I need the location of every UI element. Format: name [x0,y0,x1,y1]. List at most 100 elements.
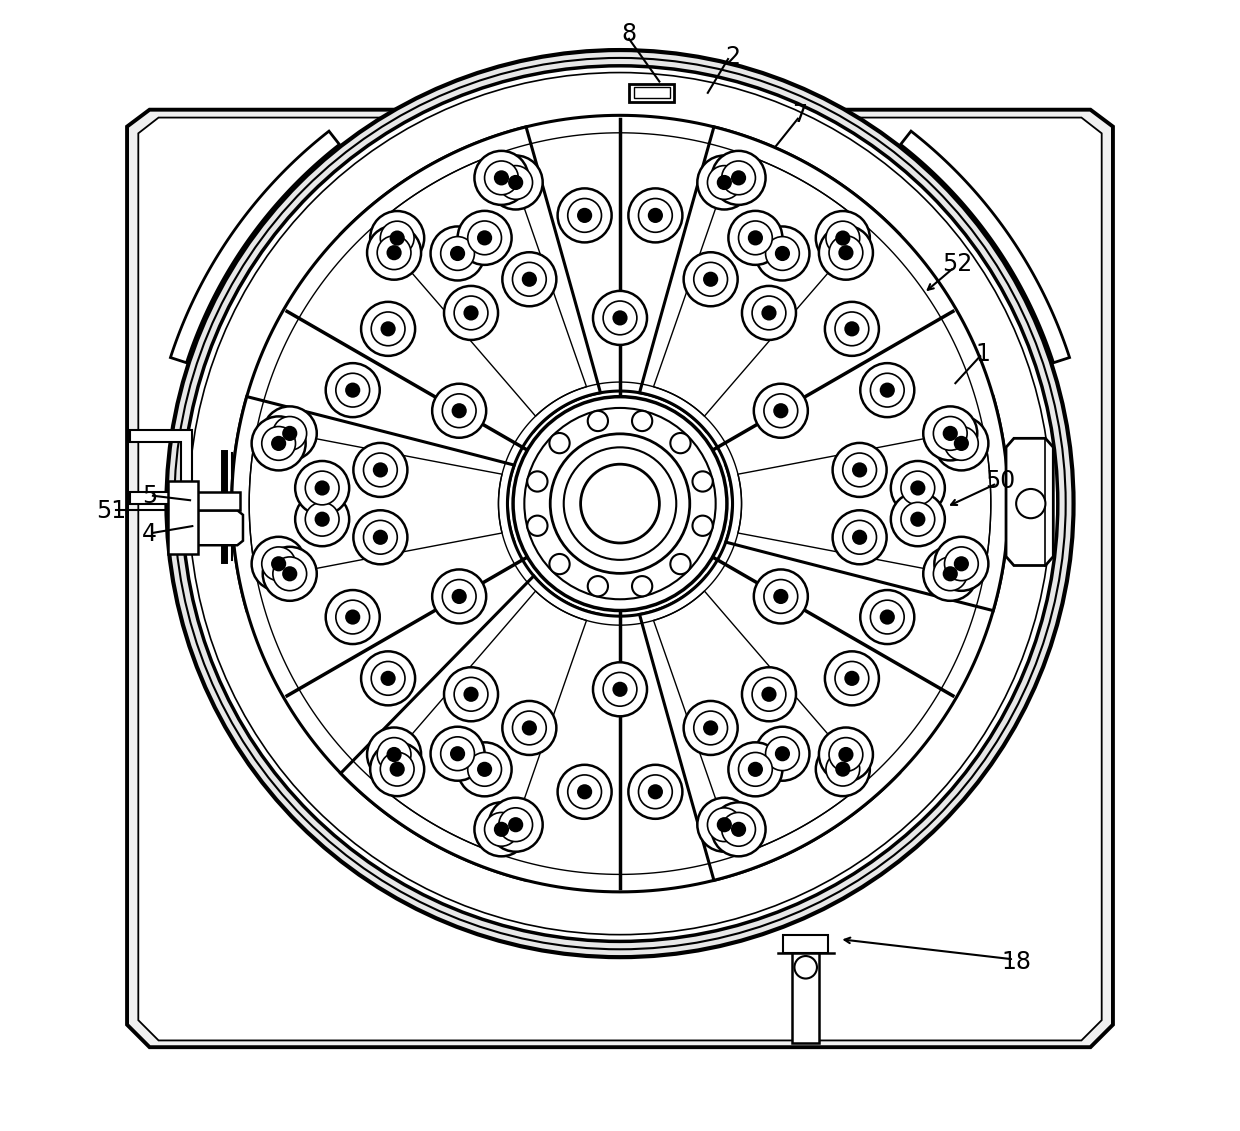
Circle shape [485,161,518,195]
Circle shape [272,437,285,450]
Circle shape [175,58,1065,949]
Circle shape [498,165,532,199]
Circle shape [377,737,410,771]
Circle shape [477,762,491,776]
Circle shape [391,232,404,244]
Circle shape [683,252,738,307]
Circle shape [477,231,491,244]
Circle shape [525,408,715,599]
Circle shape [704,273,718,286]
Circle shape [934,416,967,450]
Circle shape [945,547,978,580]
Circle shape [742,667,796,722]
Circle shape [475,150,528,205]
Circle shape [475,802,528,856]
Circle shape [753,677,786,711]
Circle shape [373,530,387,544]
Circle shape [816,211,869,265]
Circle shape [753,296,786,330]
Circle shape [458,210,512,265]
Circle shape [924,406,977,460]
Circle shape [182,66,1058,941]
Circle shape [880,383,894,397]
Circle shape [697,797,751,852]
Circle shape [373,464,387,476]
Circle shape [818,727,873,782]
Circle shape [377,235,410,269]
Circle shape [361,651,415,706]
Circle shape [1016,489,1045,518]
Circle shape [382,672,394,685]
Circle shape [765,236,800,270]
Circle shape [901,502,935,536]
Circle shape [295,492,350,546]
Circle shape [252,537,305,590]
Circle shape [458,742,512,796]
Circle shape [843,454,877,486]
Circle shape [361,302,415,356]
Circle shape [924,546,977,601]
Circle shape [381,752,414,786]
Circle shape [512,262,547,296]
Circle shape [580,464,660,543]
Circle shape [776,746,789,760]
Circle shape [443,579,476,613]
Circle shape [632,411,652,431]
Text: 52: 52 [942,252,972,276]
Circle shape [558,765,611,819]
Circle shape [836,762,849,776]
Polygon shape [341,115,899,431]
Circle shape [755,226,810,280]
Polygon shape [232,127,600,611]
Circle shape [603,673,637,706]
Circle shape [776,247,789,260]
Circle shape [371,312,405,346]
Circle shape [522,722,536,735]
Circle shape [430,226,485,280]
Circle shape [578,208,591,222]
Circle shape [263,546,316,601]
Circle shape [826,222,859,254]
Circle shape [502,252,557,307]
Polygon shape [640,127,1008,611]
Circle shape [718,818,732,831]
Circle shape [508,818,522,831]
Circle shape [603,301,637,335]
Circle shape [818,226,873,279]
Circle shape [305,472,339,504]
Circle shape [739,752,773,786]
Circle shape [853,464,867,476]
Circle shape [693,262,728,296]
Text: 18: 18 [1001,950,1032,974]
Circle shape [754,383,807,438]
Circle shape [588,576,608,596]
Circle shape [843,520,877,554]
Circle shape [614,682,626,696]
Text: 4: 4 [143,523,157,546]
Circle shape [749,231,763,244]
Polygon shape [139,118,1101,1041]
Circle shape [166,50,1074,957]
Circle shape [467,752,501,786]
Circle shape [870,601,904,634]
Circle shape [754,569,807,623]
Circle shape [629,189,682,242]
Polygon shape [1006,439,1053,566]
Circle shape [835,312,869,346]
Circle shape [712,150,765,205]
Circle shape [728,210,782,265]
Circle shape [305,502,339,536]
Circle shape [825,302,879,356]
Circle shape [708,165,742,199]
Circle shape [614,311,626,325]
Circle shape [593,663,647,716]
Circle shape [846,672,858,685]
Circle shape [832,443,887,497]
Circle shape [732,171,745,184]
Circle shape [692,472,713,492]
Polygon shape [784,934,828,952]
Circle shape [273,416,306,450]
Circle shape [382,322,394,336]
Circle shape [934,556,967,590]
Circle shape [836,232,849,244]
